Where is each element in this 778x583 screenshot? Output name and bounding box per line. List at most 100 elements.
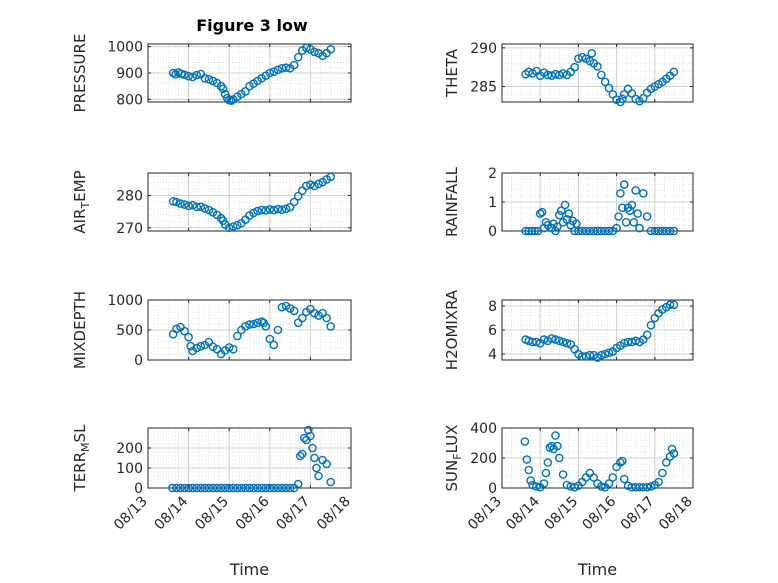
y-tick-label: 1 [488,195,497,211]
y-tick-label: 0 [488,481,497,497]
y-axis-label-part: THETA [443,48,461,98]
data-point [212,483,222,493]
data-point [289,60,299,70]
y-axis-label: MIXDEPTH [71,291,89,369]
subplot-3: 270 280 AIRTEMP [71,170,352,237]
data-point [619,474,629,484]
y-tick-label: 285 [470,80,497,96]
y-axis-label-part: PRESSURE [71,34,89,113]
data-point [180,200,189,209]
data-point [604,83,614,93]
data-point [295,451,305,461]
data-point [558,69,568,78]
data-point [669,300,679,310]
data-point [600,349,610,359]
data-point [245,320,254,329]
data-point [667,444,677,454]
data-point [562,338,572,348]
data-point [273,65,283,75]
x-axis-label: Time [229,560,269,579]
data-point [623,481,633,491]
data-point [326,477,336,487]
data-point [556,206,566,215]
data-point [527,226,537,236]
data-point [184,332,193,342]
y-tick-label: 0 [134,353,143,369]
data-point [233,331,242,341]
y-axis-label: RAINFALL [443,166,461,237]
data-point [665,226,675,236]
y-tick-label: 200 [116,441,143,457]
data-point [289,197,299,207]
data-point [192,483,202,493]
data-point [587,48,597,58]
data-point [558,470,568,479]
data-point [665,300,675,310]
data-point [302,43,311,53]
y-axis-label-part: SL [71,424,89,443]
data-point [521,226,530,236]
y-tick-label: 0 [134,481,143,497]
data-point [612,223,621,233]
data-point [642,330,652,340]
data-point [551,431,560,440]
data-point [543,458,553,467]
y-axis-label: H2OMIXRA [443,289,461,370]
data-point [200,73,210,83]
data-point [551,335,560,344]
y-tick-label: 0 [488,224,497,240]
data-point [176,483,185,493]
y-axis-label-part: H2OMIXRA [443,289,461,370]
data-point [627,200,637,210]
y-axis-label-part: LUX [443,425,461,454]
data-point [180,326,189,336]
data-point [524,465,534,475]
data-point [616,188,625,198]
data-point [216,483,226,493]
data-point [566,220,576,230]
data-point [326,44,336,54]
data-point [642,212,652,221]
data-point [277,483,287,493]
x-axis-label: Time [577,560,617,579]
data-point [228,222,238,231]
data-point [261,483,271,493]
y-axis-label-subscript: F [451,453,464,459]
data-point [269,483,279,493]
data-point [560,200,570,210]
data-point [589,473,598,482]
data-point [297,313,307,323]
data-point [551,226,560,236]
data-point [322,459,331,469]
y-axis-label-part: MIXDEPTH [71,291,89,369]
data-point [168,483,177,493]
y-tick-label: 290 [470,41,497,57]
data-point [233,220,242,230]
data-point [196,202,206,212]
y-tick-label: 4 [488,347,497,363]
data-point [532,482,541,491]
data-point [555,336,564,346]
data-point [253,206,262,216]
y-axis-label: TERRMSL [71,424,92,493]
data-point [188,72,197,82]
data-point [237,483,246,493]
data-point [172,483,181,493]
data-point [192,202,202,212]
data-point [646,482,656,491]
data-point [600,77,610,87]
data-point [669,67,679,77]
data-point [577,52,587,62]
data-point [257,205,266,215]
data-point [558,337,568,347]
data-point [553,222,562,231]
data-point [562,215,572,224]
data-point [618,94,627,104]
data-point [520,437,530,446]
data-point [614,212,623,221]
subplot-2: 285 290 THETA [443,41,694,107]
data-point [273,325,283,335]
data-point [293,52,303,62]
y-axis-label: SUNFLUX [443,425,464,492]
data-point [541,468,551,478]
